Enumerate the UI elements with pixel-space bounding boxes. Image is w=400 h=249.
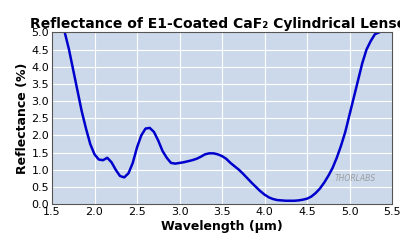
X-axis label: Wavelength (μm): Wavelength (μm) — [161, 220, 283, 233]
Title: Reflectance of E1-Coated CaF₂ Cylindrical Lenses: Reflectance of E1-Coated CaF₂ Cylindrica… — [30, 17, 400, 31]
Text: THORLABS: THORLABS — [334, 174, 376, 183]
Y-axis label: Reflectance (%): Reflectance (%) — [16, 62, 29, 174]
